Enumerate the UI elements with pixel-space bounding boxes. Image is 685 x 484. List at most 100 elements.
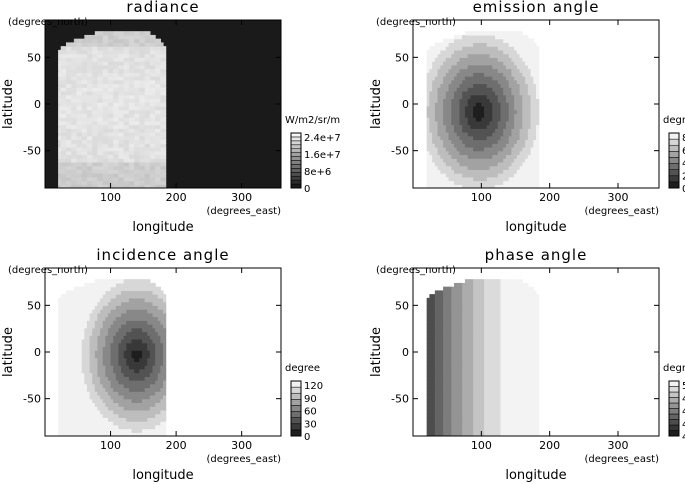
data-cell [440,113,444,118]
data-cell [160,143,164,148]
data-cell [462,72,466,77]
data-cell [105,372,109,377]
data-cell [89,113,93,118]
data-cell [163,61,167,66]
data-cell [100,49,104,55]
data-cell [464,61,469,66]
data-cell [76,294,80,299]
data-cell [503,176,507,182]
data-cell [118,90,122,96]
data-cell [128,105,133,111]
data-cell [58,76,62,81]
data-cell [497,117,502,122]
data-cell [105,398,109,403]
data-cell [79,169,83,174]
data-cell [484,109,488,114]
data-cell [522,113,526,118]
data-cell [121,184,125,188]
data-cell [522,109,526,114]
data-cell [68,432,72,436]
data-cell [440,158,444,163]
data-cell [149,309,154,314]
data-cell [89,169,93,174]
data-cell [79,165,83,170]
data-cell [497,102,502,107]
data-cell [73,49,78,55]
data-cell [113,353,117,359]
data-cell [454,120,458,126]
data-cell [147,309,151,314]
data-cell [495,79,499,85]
data-cell [462,143,466,148]
data-cell [519,34,523,40]
data-cell [89,117,93,122]
data-cell [454,113,458,118]
data-cell [134,353,138,359]
data-cell [65,72,70,77]
data-cell [123,61,127,66]
data-cell [464,146,469,152]
data-cell [89,61,93,66]
data-cell [139,398,143,403]
data-cell [113,34,117,40]
data-cell [475,38,480,43]
data-cell [73,380,78,385]
data-cell [514,124,518,129]
data-cell [118,417,122,422]
data-cell [497,169,502,174]
data-cell [448,146,452,152]
data-cell [492,158,496,163]
data-cell [113,46,117,51]
data-cell [60,353,64,359]
data-cell [147,316,151,321]
data-cell [434,169,439,174]
data-cell [530,124,534,129]
data-cell [530,98,534,103]
data-cell [68,139,72,144]
data-cell [486,83,491,88]
data-cell [530,132,534,137]
data-cell [536,49,540,55]
data-cell [79,342,83,347]
data-cell [445,72,450,77]
data-cell [121,383,125,389]
data-cell [94,42,99,47]
data-cell [147,380,151,385]
data-cell [100,42,104,47]
data-cell [134,398,138,403]
data-cell [136,64,140,70]
data-cell [527,117,532,122]
data-cell [97,383,101,389]
data-cell [100,294,104,299]
data-cell [92,365,96,370]
data-cell [503,83,507,88]
data-cell [432,180,436,185]
data-cell [115,346,120,351]
data-cell [73,357,78,362]
data-cell [508,31,512,36]
data-cell [440,64,444,70]
data-cell [92,402,96,407]
data-cell [152,169,156,174]
data-cell [76,309,80,314]
data-cell [142,61,146,66]
data-cell [495,139,499,144]
data-cell [142,72,146,77]
data-cell [134,312,138,318]
data-cell [495,143,499,148]
data-cell [110,368,114,374]
data-cell [71,320,75,325]
data-cell [134,342,138,347]
data-cell [445,64,450,70]
data-cell [94,72,99,77]
data-cell [155,376,159,381]
data-cell [511,72,515,77]
data-cell [126,331,130,336]
data-cell [157,391,161,396]
data-cell [68,428,72,433]
data-cell [94,372,99,377]
data-cell [464,72,469,77]
data-cell [489,128,493,133]
data-cell [92,61,96,66]
data-cell [92,320,96,325]
